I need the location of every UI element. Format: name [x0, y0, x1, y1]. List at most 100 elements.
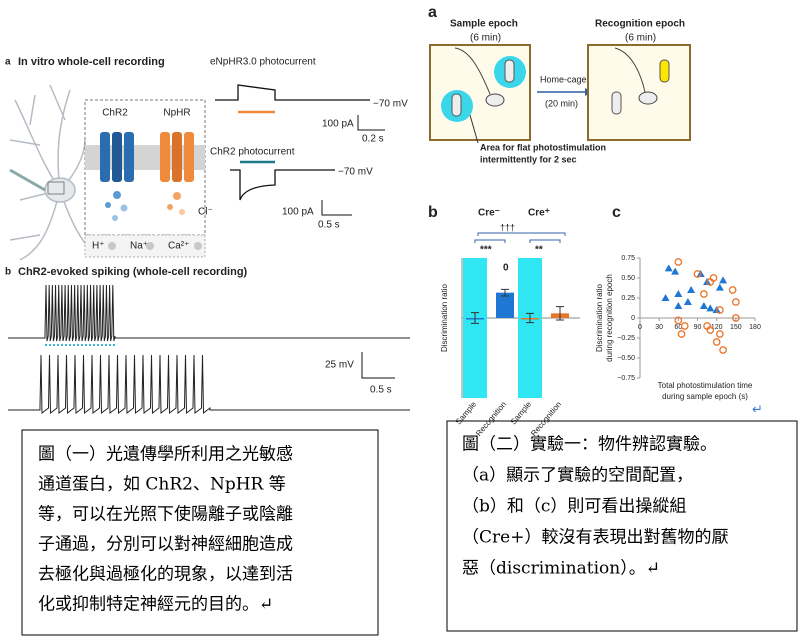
scale-label: 0.2 s — [362, 134, 384, 145]
axis-title: Discrimination ratio — [595, 283, 604, 352]
trace-title: ChR2 photocurrent — [210, 147, 295, 158]
mouse — [485, 93, 505, 107]
transfer-label: Home-cage — [540, 74, 587, 84]
epoch-time: (6 min) — [625, 33, 656, 44]
circle-point — [719, 346, 727, 354]
circle-point — [731, 314, 740, 322]
scale-label: 25 mV — [325, 360, 354, 371]
voltage-label: −70 mV — [338, 167, 373, 178]
axis-title: during sample epoch (s) — [662, 392, 748, 401]
channel-label: ChR2 — [102, 108, 128, 119]
neuron — [9, 84, 96, 261]
zero-mark: 0 — [503, 263, 509, 274]
significance: ††† — [500, 222, 515, 232]
epoch-title: Recognition epoch — [595, 19, 685, 30]
epoch-time: (6 min) — [470, 33, 501, 44]
triangle-point — [661, 294, 670, 301]
y-tick-label: 0.50 — [621, 275, 635, 282]
panel-label: b — [428, 204, 438, 221]
group-label: Cre⁺ — [528, 208, 550, 219]
triangle-point — [687, 286, 696, 293]
panel-label: c — [612, 204, 621, 221]
caption-box — [21, 429, 379, 636]
highlight — [518, 258, 542, 398]
x-tick-label: 180 — [749, 324, 761, 331]
transfer-label: (20 min) — [545, 98, 578, 108]
x-tick-label: 90 — [694, 324, 702, 331]
voltage-label: −70 mV — [373, 99, 408, 110]
circle-point — [706, 326, 715, 334]
triangle-point — [719, 276, 728, 284]
y-tick-label: −0.50 — [617, 355, 635, 362]
circle-point — [716, 306, 724, 314]
x-tick-label: 0 — [638, 324, 642, 331]
trace-title: eNpHR3.0 photocurrent — [210, 57, 316, 68]
x-tick-label: Recognition — [474, 400, 508, 438]
error-bar — [471, 312, 479, 324]
ion-label: Ca²⁺ — [168, 241, 189, 252]
triangle-point — [683, 298, 692, 305]
scale-label: 0.5 s — [370, 385, 392, 396]
triangle-point — [674, 302, 683, 309]
ion-label: Na⁺ — [130, 241, 148, 252]
caption-line: 去極化與過極化的現象，以達到活 — [38, 565, 293, 585]
object — [451, 93, 462, 117]
object — [504, 59, 515, 83]
caption-line: 化或抑制特定神經元的目的。↵ — [38, 595, 273, 615]
channel-label: NpHR — [163, 108, 190, 119]
panel-label: b — [5, 267, 11, 278]
object — [659, 59, 670, 83]
circle-point — [728, 286, 737, 294]
error-bar — [556, 306, 564, 321]
fiber — [614, 47, 646, 93]
x-tick-label: Sample — [454, 399, 479, 426]
x-tick-label: Sample — [509, 399, 534, 426]
y-tick-label: 0.25 — [621, 295, 635, 302]
trace — [215, 84, 370, 101]
pointer — [469, 114, 479, 144]
triangle-point — [674, 290, 683, 297]
significance: *** — [480, 245, 492, 256]
circle-point — [674, 258, 683, 266]
caption-line: 圖（二）實驗一：物件辨認實驗。 — [462, 435, 717, 455]
circle-point — [677, 330, 686, 338]
error-bar — [501, 288, 509, 297]
x-tick-label: 150 — [730, 324, 742, 331]
fiber — [454, 47, 491, 95]
caption-line: 圖（一）光遺傳學所利用之光敏感 — [38, 445, 293, 465]
caption-line: 子通過，分別可以對神經細胞造成 — [38, 535, 293, 555]
caption-line: 通道蛋白，如 ChR2、NpHR 等 — [38, 475, 286, 495]
circle-point — [680, 322, 689, 330]
note: Area for flat photostimulation — [480, 142, 606, 152]
ion — [108, 242, 116, 250]
x-tick-label: 30 — [655, 324, 663, 331]
axis-title: Total photostimulation time — [658, 381, 753, 390]
scale-bar — [321, 200, 352, 216]
y-tick-label: −0.75 — [617, 375, 635, 382]
ion-label: Cl⁻ — [198, 207, 213, 218]
y-tick-label: 0 — [631, 315, 635, 322]
circle-point — [693, 270, 702, 278]
triangle-point — [706, 304, 715, 312]
ion — [194, 242, 202, 250]
x-tick-label: 60 — [674, 324, 682, 331]
scale-label: 0.5 s — [318, 220, 340, 231]
trace — [230, 169, 335, 201]
nphr-channel — [160, 132, 194, 215]
scale-bar — [357, 115, 385, 131]
caption-box — [446, 420, 798, 632]
x-tick-label: 120 — [711, 324, 723, 331]
error-bar — [526, 312, 534, 324]
spike-trace — [8, 354, 410, 415]
scale-label: 100 pA — [322, 119, 354, 130]
ion-legend — [84, 234, 206, 258]
circle-point — [712, 338, 721, 346]
panel-title: ChR2-evoked spiking (whole-cell recordin… — [18, 266, 248, 278]
caption-line: 惡（discrimination）。↵ — [462, 559, 660, 579]
chr2-channel — [100, 132, 134, 221]
axis-title: Discrimination ratio — [440, 283, 449, 352]
triangle-point — [715, 283, 724, 291]
panel-label: a — [428, 4, 437, 21]
